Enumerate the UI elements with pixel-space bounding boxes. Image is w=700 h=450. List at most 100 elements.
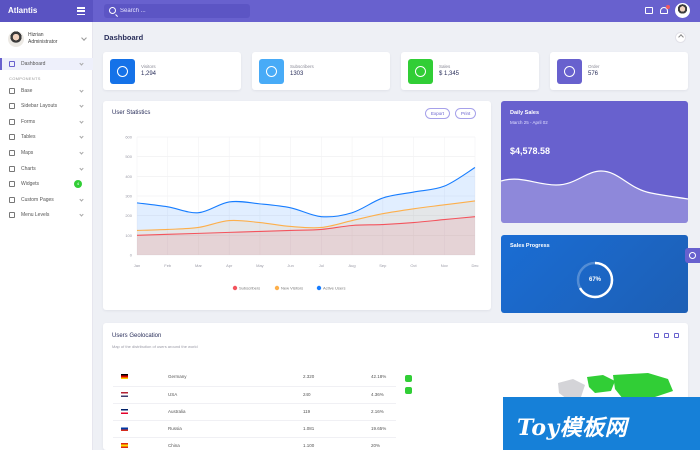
legend-label: Subscribers xyxy=(239,286,260,291)
x-tick-label: Jun xyxy=(287,263,293,268)
map-marker-icon xyxy=(9,149,15,156)
card-tools xyxy=(654,333,679,338)
y-tick-label: 100 xyxy=(125,233,132,238)
topbar-actions xyxy=(645,3,690,18)
flag-icon xyxy=(121,409,128,414)
sidebar-item-custom-pages[interactable]: Custom Pages xyxy=(0,194,93,206)
chevron-down-icon xyxy=(79,134,84,139)
nav-badge: 4 xyxy=(74,180,82,189)
x-tick-label: May xyxy=(256,263,264,268)
search-bar xyxy=(104,4,250,18)
daily-sales-title: Daily Sales xyxy=(510,110,540,116)
bell-icon[interactable] xyxy=(660,5,670,14)
layers-icon xyxy=(9,87,15,94)
legend-swatch xyxy=(274,285,280,291)
chevron-down-icon xyxy=(79,212,84,217)
stat-subscribers-icon xyxy=(259,59,284,84)
sales-progress-card: Sales Progress 67% xyxy=(501,235,688,313)
series-line-1 xyxy=(136,200,476,231)
sidebar-item-base[interactable]: Base xyxy=(0,85,93,97)
sidebar-item-label: Maps xyxy=(21,149,34,156)
stat-value: $ 1,345 xyxy=(439,71,460,77)
brand-text: Atlantis xyxy=(8,6,38,15)
stat-value: 576 xyxy=(588,71,599,77)
sidebar-item-label: Sidebar Layouts xyxy=(21,103,58,110)
y-tick-label: 200 xyxy=(125,213,132,218)
page-title: Dashboard xyxy=(104,33,144,42)
flag-icon xyxy=(121,374,128,379)
search-input[interactable] xyxy=(120,5,245,17)
stat-label: Visitors xyxy=(141,64,156,69)
sidebar-item-tables[interactable]: Tables xyxy=(0,131,93,143)
sidebar: Hizrian Administrator Dashboard COMPONENT… xyxy=(0,22,93,450)
stat-label: Subscribers xyxy=(290,64,314,69)
x-tick-label: Feb xyxy=(164,263,172,268)
bars-icon xyxy=(9,212,15,219)
chevron-down-icon xyxy=(79,165,84,171)
sidebar-item-dashboard[interactable]: Dashboard xyxy=(0,58,93,70)
sidebar-item-widgets[interactable]: Widgets 4 xyxy=(0,178,93,190)
avatar xyxy=(8,31,24,47)
sidebar-item-maps[interactable]: Maps xyxy=(0,147,93,159)
chevron-down-icon xyxy=(79,103,84,108)
print-button[interactable]: Print xyxy=(455,108,477,119)
flag-icon xyxy=(121,392,128,397)
chevron-up-icon[interactable] xyxy=(675,32,686,43)
sidebar-item-sidebar-layouts[interactable]: Sidebar Layouts xyxy=(0,100,93,112)
sidebar-nav: Dashboard COMPONENTS Base Sidebar Layouts Fo… xyxy=(0,58,93,225)
settings-gear-icon[interactable] xyxy=(685,248,700,263)
sidebar-item-label: Base xyxy=(21,87,33,94)
x-tick-label: Jul xyxy=(319,263,324,268)
sidebar-item-menu-levels[interactable]: Menu Levels xyxy=(0,209,93,221)
flag-icon xyxy=(121,426,128,431)
sidebar-toggle-icon[interactable] xyxy=(77,7,85,15)
users-table: Germany 2.320 42.18% USA 240 4.36% Australia 11… xyxy=(113,369,396,450)
sidebar-item-label: Tables xyxy=(21,134,36,141)
table-row: USA 240 4.36% xyxy=(113,386,396,403)
stat-card-sales: Sales $ 1,345 xyxy=(401,52,539,90)
cell-users: 1.081 xyxy=(303,426,315,431)
table-row: China 1.100 20% xyxy=(113,437,396,450)
cell-country: USA xyxy=(168,392,178,397)
users-geo-subtitle: Map of the distribution of users around … xyxy=(112,344,198,349)
series-line-0 xyxy=(136,216,476,236)
sales-progress-title: Sales Progress xyxy=(510,243,550,249)
collapse-icon[interactable] xyxy=(654,333,659,338)
series-area-0 xyxy=(137,216,475,255)
export-button[interactable]: Export xyxy=(425,108,451,119)
desktop-icon xyxy=(9,181,15,188)
custom-page-icon xyxy=(9,196,15,203)
y-tick-label: 300 xyxy=(125,194,132,199)
sidebar-item-forms[interactable]: Forms xyxy=(0,116,93,128)
legend-swatch xyxy=(316,285,322,291)
close-icon[interactable] xyxy=(674,333,679,338)
cell-percent: 20% xyxy=(371,443,381,448)
topbar: Atlantis xyxy=(0,0,700,22)
chart-title: User Statistics xyxy=(112,110,151,116)
profile-avatar[interactable] xyxy=(675,3,690,18)
chevron-down-icon xyxy=(79,150,84,155)
cell-users: 240 xyxy=(303,392,311,397)
daily-sales-date: March 25 - April 02 xyxy=(510,120,548,125)
legend-swatch xyxy=(232,285,238,291)
stat-order-icon xyxy=(557,59,582,84)
user-name: Hizrian xyxy=(28,32,44,38)
zoom-out-icon[interactable] xyxy=(405,387,412,394)
x-tick-label: Oct xyxy=(410,263,417,268)
sidebar-item-label: Forms xyxy=(21,118,36,125)
cell-users: 119 xyxy=(303,409,311,414)
sidebar-user[interactable]: Hizrian Administrator xyxy=(8,30,88,56)
sidebar-item-charts[interactable]: Charts xyxy=(0,163,93,175)
envelope-icon[interactable] xyxy=(645,7,653,14)
cell-percent: 4.36% xyxy=(371,392,384,397)
sidebar-item-label: Widgets xyxy=(21,181,40,188)
y-tick-label: 500 xyxy=(125,154,132,159)
chevron-down-icon xyxy=(81,35,87,41)
zoom-in-icon[interactable] xyxy=(405,375,412,382)
table-row: Germany 2.320 42.18% xyxy=(113,369,396,386)
search-icon[interactable] xyxy=(109,7,116,14)
refresh-icon[interactable] xyxy=(664,333,669,338)
cell-country: Russia xyxy=(168,426,182,431)
chart-icon xyxy=(9,165,15,172)
brand-logo[interactable]: Atlantis xyxy=(0,0,93,22)
